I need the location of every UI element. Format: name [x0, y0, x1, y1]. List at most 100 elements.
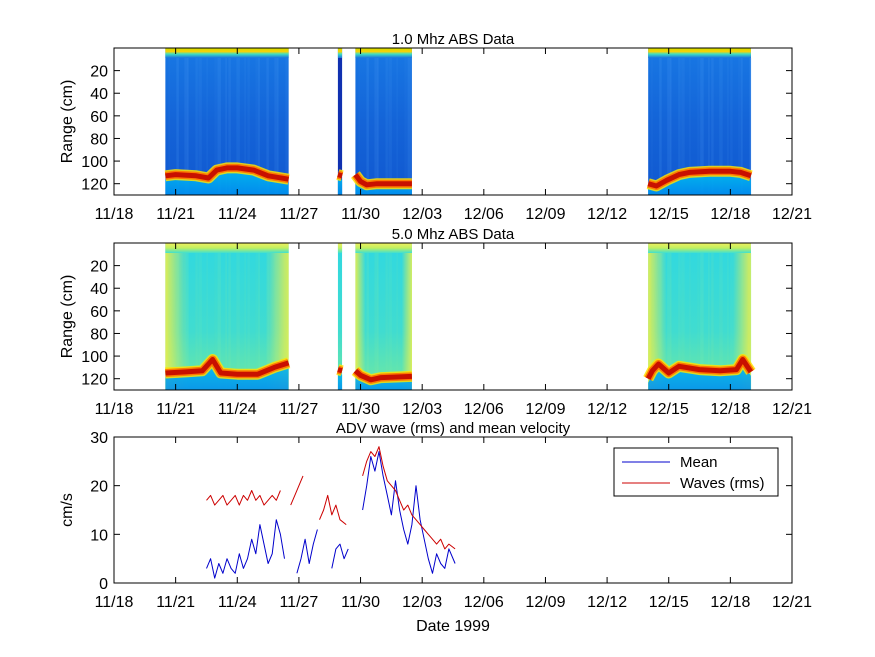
heatmap-streak [738, 58, 742, 195]
heatmap-streak [708, 58, 710, 195]
x-tick-label: 11/30 [341, 206, 380, 223]
heatmap-streak [168, 58, 170, 195]
heatmap-streak [228, 253, 231, 390]
legend: Mean Waves (rms) [613, 447, 779, 497]
heatmap-streak [407, 253, 411, 390]
heatmap-streak [396, 58, 398, 195]
x-tick-label: 11/21 [156, 401, 195, 418]
heatmap-streak [214, 253, 217, 390]
chart-title: 1.0 Mhz ABS Data [392, 31, 515, 48]
heatmap-streak [255, 253, 259, 390]
heatmap-streak [719, 58, 723, 195]
x-tick-label: 12/15 [649, 401, 689, 418]
y-tick-label: 40 [90, 86, 108, 103]
heatmap-streak [214, 58, 217, 195]
series-line [362, 446, 456, 550]
heatmap-streak [385, 58, 388, 195]
bottom-echo-line [353, 368, 412, 383]
heatmap [164, 48, 753, 195]
heatmap-streak [749, 253, 752, 390]
heatmap-streak [377, 253, 379, 390]
heatmap-streak [285, 58, 288, 195]
heatmap-segment [643, 243, 756, 390]
heatmap-segment [164, 48, 290, 195]
x-tick-label: 11/30 [341, 594, 380, 611]
heatmap-surface-band [337, 243, 343, 253]
y-axis: 20 40 60 80 100 120 [81, 64, 792, 194]
heatmap-streak [385, 253, 388, 390]
series-line [296, 529, 318, 574]
heatmap-streak [206, 253, 208, 390]
y-tick-label: 120 [81, 177, 108, 194]
heatmap-below-bottom [355, 178, 412, 195]
heatmap-streak [700, 58, 704, 195]
x-tick-label: 11/21 [156, 206, 195, 223]
heatmap-segment [336, 48, 344, 195]
heatmap [165, 243, 756, 390]
heatmap-streak [187, 253, 189, 390]
x-tick-label: 12/15 [649, 594, 689, 611]
x-tick-label: 11/24 [218, 206, 257, 223]
heatmap-streak [187, 58, 189, 195]
heatmap-surface-band [648, 243, 751, 253]
heatmap-streak [366, 58, 369, 195]
heatmap-streak [258, 253, 260, 390]
heatmap-streak [277, 58, 279, 195]
heatmap-streak [741, 253, 743, 390]
x-tick-label: 11/18 [95, 401, 134, 418]
heatmap-streak [176, 58, 179, 195]
y-tick-label: 60 [90, 109, 108, 126]
heatmap-segment [336, 243, 344, 390]
y-tick-label: 60 [90, 304, 108, 321]
heatmap-streak [358, 58, 360, 195]
heatmap-surface-band [355, 48, 412, 58]
x-tick-label: 12/03 [402, 206, 442, 223]
heatmap-streak [697, 253, 700, 390]
heatmap-streak [396, 253, 398, 390]
y-axis: 20 40 60 80 100 120 [81, 259, 792, 389]
series-line [331, 543, 349, 569]
heatmap-streak [667, 58, 671, 195]
heatmap-streak [659, 253, 662, 390]
heatmap-below-bottom [337, 373, 343, 390]
heatmap-streak [727, 58, 729, 195]
heatmap-streak [730, 253, 733, 390]
heatmap-streak [285, 253, 288, 390]
heatmap-streak [681, 253, 685, 390]
heatmap-streak [727, 253, 729, 390]
x-tick-label: 12/09 [525, 594, 565, 611]
x-tick-label: 12/12 [587, 594, 627, 611]
series-waves-rms [206, 446, 456, 550]
heatmap-streak [274, 58, 278, 195]
bottom-echo-line [353, 173, 412, 188]
chart-panel-1: 11/18 11/21 11/24 11/27 11/30 12/03 12/06 12/09… [59, 31, 812, 223]
x-tick-label: 12/03 [402, 594, 442, 611]
x-tick-label: 11/21 [156, 594, 195, 611]
series-mean [206, 451, 456, 579]
heatmap-surface-band [165, 48, 289, 58]
heatmap-streak [670, 58, 672, 195]
x-tick-label: 11/18 [95, 206, 134, 223]
x-axis: 11/18 11/21 11/24 11/27 11/30 12/03 12/06 12/09… [95, 243, 812, 418]
x-tick-label: 12/12 [587, 401, 627, 418]
y-axis-label: cm/s [59, 493, 76, 527]
heatmap-streak [374, 58, 378, 195]
x-axis: 11/18 11/21 11/24 11/27 11/30 12/03 12/06 12/09… [95, 437, 812, 611]
heatmap-streak [388, 253, 392, 390]
heatmap-streak [700, 253, 704, 390]
bottom-echo-line [337, 172, 343, 179]
heatmap-segment [351, 48, 412, 195]
chart-title: ADV wave (rms) and mean velocity [336, 420, 571, 437]
x-tick-label: 12/21 [772, 594, 812, 611]
y-tick-label: 80 [90, 326, 108, 343]
series-line [362, 451, 456, 574]
heatmap-streak [670, 253, 672, 390]
heatmap-below-bottom [648, 175, 751, 195]
heatmap-streak [198, 253, 202, 390]
series-line [206, 519, 285, 579]
heatmap-below-bottom [165, 171, 289, 195]
x-axis: 11/18 11/21 11/24 11/27 11/30 12/03 12/06 12/09… [95, 48, 812, 223]
x-tick-label: 12/06 [464, 401, 504, 418]
legend-label: Mean [680, 454, 718, 471]
heatmap-streak [404, 58, 407, 195]
